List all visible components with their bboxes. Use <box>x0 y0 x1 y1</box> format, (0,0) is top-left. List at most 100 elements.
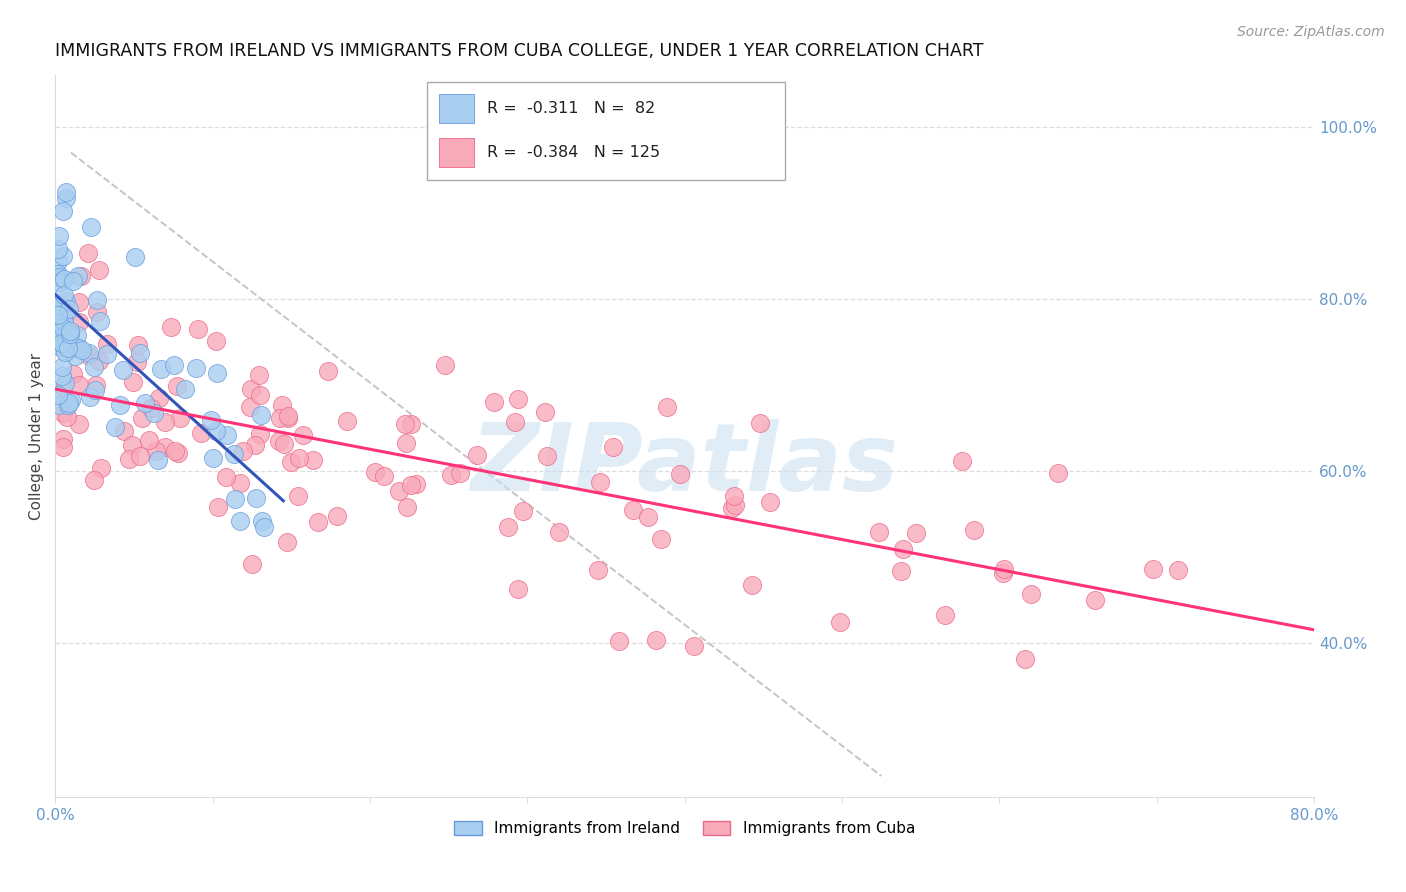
Point <box>723 498 745 512</box>
Point <box>536 450 558 464</box>
Point <box>336 413 359 427</box>
Point <box>205 334 228 348</box>
Point <box>1014 652 1036 666</box>
Point <box>759 495 782 509</box>
Point <box>200 413 222 427</box>
Point <box>269 411 291 425</box>
Point <box>48 334 70 349</box>
Point <box>67 378 90 392</box>
Point <box>87 263 110 277</box>
Point <box>173 382 195 396</box>
Point <box>1167 563 1189 577</box>
Point <box>637 509 659 524</box>
Point <box>48 228 70 243</box>
Point <box>655 400 678 414</box>
Point <box>395 436 418 450</box>
Point <box>373 469 395 483</box>
Point <box>301 453 323 467</box>
Point <box>53 376 76 390</box>
Point <box>162 359 184 373</box>
Point <box>129 449 152 463</box>
Point <box>205 366 228 380</box>
Point <box>277 409 299 424</box>
Point <box>128 346 150 360</box>
Point <box>166 446 188 460</box>
Point <box>84 378 107 392</box>
Point <box>63 349 86 363</box>
Point <box>683 640 706 654</box>
Point <box>53 311 76 326</box>
Point <box>934 608 956 623</box>
Point <box>229 475 252 490</box>
Point <box>217 428 239 442</box>
Point <box>277 411 299 425</box>
Point <box>70 269 93 284</box>
Point <box>503 416 526 430</box>
Point <box>122 375 145 389</box>
Point <box>721 501 744 516</box>
Point <box>434 358 457 372</box>
Point <box>1084 593 1107 607</box>
Point <box>52 432 75 446</box>
Point <box>280 455 302 469</box>
Point <box>249 388 271 402</box>
Point <box>104 420 127 434</box>
Point <box>150 362 173 376</box>
Point <box>89 314 111 328</box>
Point <box>396 500 419 514</box>
Text: ZIPatlas: ZIPatlas <box>471 419 898 511</box>
Point <box>240 382 263 396</box>
Y-axis label: College, Under 1 year: College, Under 1 year <box>30 352 44 520</box>
Point <box>146 453 169 467</box>
Point <box>287 451 309 466</box>
Point <box>534 405 557 419</box>
Point <box>141 401 163 415</box>
Point <box>890 564 912 578</box>
Point <box>267 434 290 449</box>
Point <box>77 346 100 360</box>
Point <box>496 519 519 533</box>
Point <box>90 461 112 475</box>
Point <box>239 400 262 414</box>
Point <box>56 409 79 424</box>
Point <box>589 475 612 490</box>
Point <box>56 398 79 412</box>
Point <box>79 390 101 404</box>
Point <box>83 360 105 375</box>
Point <box>240 558 263 572</box>
Point <box>388 483 411 498</box>
Point <box>76 348 98 362</box>
Point <box>46 267 69 281</box>
Point <box>548 525 571 540</box>
Point <box>187 322 209 336</box>
Point <box>127 355 149 369</box>
Point <box>48 331 70 345</box>
Point <box>748 416 770 430</box>
Point <box>112 424 135 438</box>
Point <box>67 341 90 355</box>
Point <box>52 321 75 335</box>
Point <box>134 395 156 409</box>
Point <box>127 338 149 352</box>
Point <box>247 368 270 383</box>
Point <box>118 452 141 467</box>
Point <box>77 245 100 260</box>
Point <box>121 438 143 452</box>
Point <box>55 335 77 350</box>
Point <box>891 541 914 556</box>
Point <box>155 441 177 455</box>
Point <box>645 632 668 647</box>
Point <box>83 384 105 398</box>
Point <box>86 305 108 319</box>
Point <box>607 633 630 648</box>
Point <box>993 562 1015 576</box>
Point <box>49 316 72 330</box>
Point <box>253 520 276 534</box>
Point <box>58 396 80 410</box>
Point <box>56 326 79 340</box>
Text: R =  -0.311   N =  82: R = -0.311 N = 82 <box>486 102 655 116</box>
Point <box>51 336 73 351</box>
Point <box>276 534 298 549</box>
Point <box>96 336 118 351</box>
Point <box>287 489 309 503</box>
